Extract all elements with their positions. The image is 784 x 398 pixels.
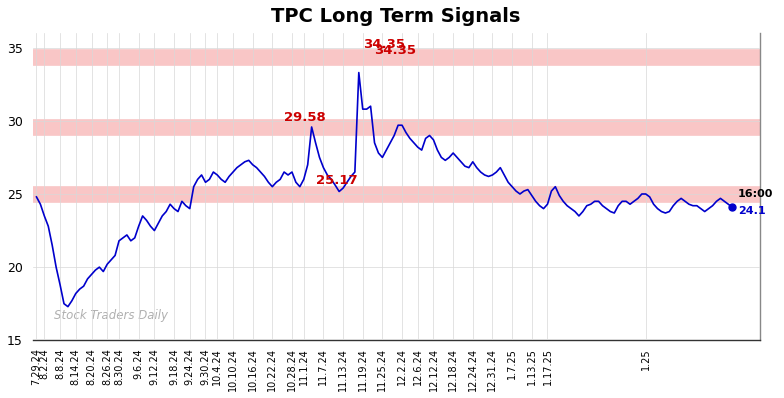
Text: 16:00: 16:00 [738,189,774,199]
Text: 29.58: 29.58 [284,111,326,124]
Text: Stock Traders Daily: Stock Traders Daily [54,309,169,322]
Text: 24.1: 24.1 [738,207,766,217]
Text: 34.35: 34.35 [374,44,416,57]
Text: 34.35: 34.35 [363,38,405,51]
Text: 25.17: 25.17 [316,174,358,187]
Title: TPC Long Term Signals: TPC Long Term Signals [271,7,521,26]
